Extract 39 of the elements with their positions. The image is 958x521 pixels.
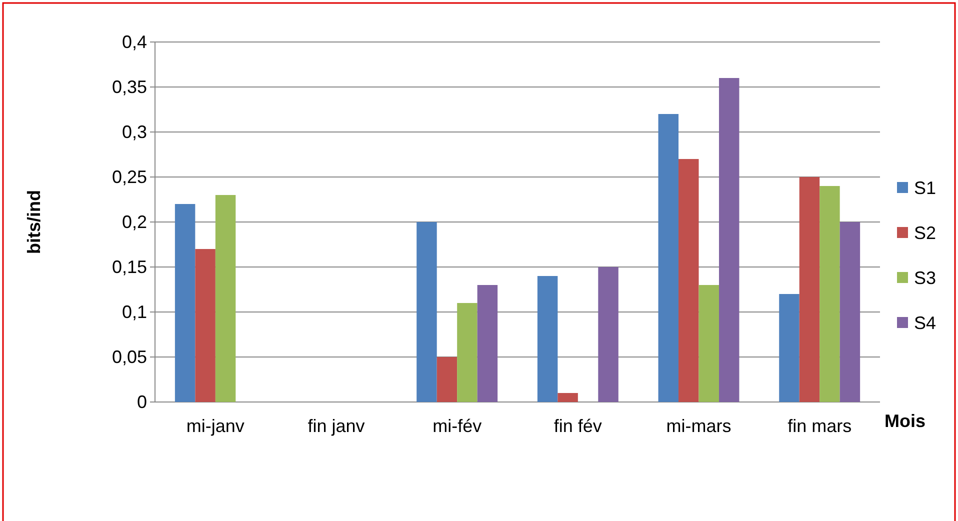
bar — [658, 114, 679, 402]
bar — [537, 276, 558, 402]
bar — [195, 249, 216, 402]
bar — [174, 204, 196, 402]
x-tick-label: fin mars — [788, 416, 852, 436]
legend-label: S1 — [914, 178, 936, 198]
bar — [558, 393, 578, 402]
x-tick-label: mi-janv — [186, 416, 244, 436]
bar — [698, 285, 719, 402]
bar — [840, 222, 860, 402]
bar — [718, 78, 740, 402]
y-axis-title: bits/ind — [24, 190, 44, 254]
bar — [436, 357, 458, 402]
legend-label: S3 — [914, 268, 936, 288]
x-tick-label: fin janv — [308, 416, 365, 436]
bar — [477, 285, 498, 402]
y-tick-label: 0,2 — [122, 212, 147, 232]
bar — [457, 303, 478, 402]
legend-label: S4 — [914, 313, 936, 333]
bar — [799, 177, 820, 402]
x-tick-label: mi-mars — [666, 416, 732, 436]
bar — [598, 267, 618, 402]
legend-label: S2 — [914, 223, 936, 243]
bar — [820, 186, 840, 402]
bar — [215, 195, 236, 402]
y-tick-label: 0,3 — [122, 122, 147, 142]
y-tick-label: 0,15 — [112, 256, 147, 277]
y-tick-label: 0,35 — [112, 76, 147, 97]
x-axis-title: Mois — [884, 411, 926, 431]
y-tick-label: 0,1 — [122, 302, 147, 322]
x-tick-label: mi-fév — [432, 416, 482, 436]
y-tick-label: 0 — [136, 392, 147, 412]
y-tick-label: 0,4 — [122, 32, 147, 52]
bar — [416, 222, 437, 402]
bar — [779, 294, 800, 402]
x-tick-label: fin fév — [554, 416, 602, 436]
y-tick-label: 0,25 — [112, 166, 147, 187]
bar — [678, 159, 699, 402]
y-tick-label: 0,05 — [112, 346, 147, 367]
